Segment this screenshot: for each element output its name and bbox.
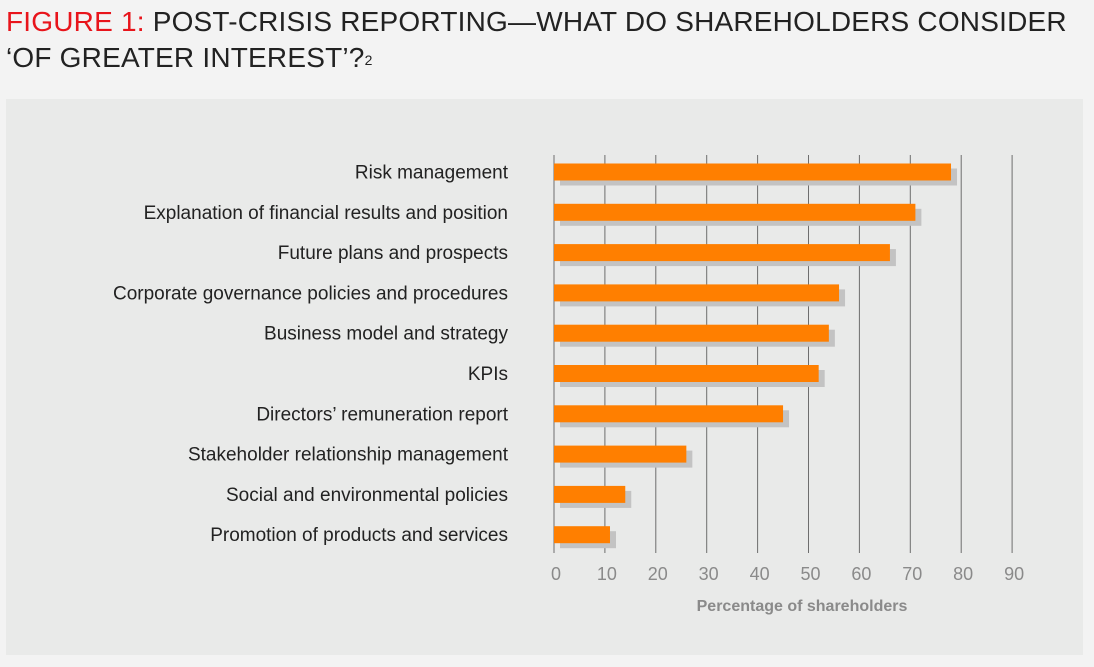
bar — [554, 526, 610, 544]
category-label: Directors’ remuneration report — [256, 404, 508, 425]
category-labels: Risk management Explanation of financial … — [113, 163, 509, 547]
figure-title-line2: ‘OF GREATER INTEREST’? — [6, 42, 365, 73]
x-tick-label: 30 — [699, 564, 719, 584]
bar — [554, 203, 916, 221]
x-tick-label: 60 — [851, 564, 871, 584]
category-label: Future plans and prospects — [278, 243, 508, 264]
x-tick-label: 40 — [750, 564, 770, 584]
category-label: KPIs — [468, 364, 508, 385]
x-tick-label: 70 — [902, 564, 922, 584]
bar — [554, 365, 819, 382]
bar — [554, 284, 840, 302]
category-label: Business model and strategy — [264, 324, 508, 345]
bar — [554, 244, 890, 262]
chart-panel — [6, 99, 1083, 655]
x-tick-label: 0 — [551, 564, 561, 584]
footnote-marker: 2 — [364, 52, 373, 68]
x-tick-label: 90 — [1004, 564, 1024, 584]
figure-title: FIGURE 1: POST-CRISIS REPORTING—WHAT DO … — [6, 4, 1086, 76]
bars — [554, 163, 958, 549]
category-label: Corporate governance policies and proced… — [113, 283, 508, 304]
category-label: Social and environmental policies — [226, 485, 508, 506]
category-label: Stakeholder relationship management — [188, 445, 509, 466]
bar — [554, 163, 952, 181]
x-tick-label: 10 — [597, 564, 617, 584]
x-tick-label: 80 — [953, 564, 973, 584]
category-label: Risk management — [355, 163, 509, 184]
figure-title-line1: POST-CRISIS REPORTING—WHAT DO SHAREHOLDE… — [152, 6, 1067, 37]
figure-number: FIGURE 1: — [6, 6, 145, 37]
bar — [554, 324, 829, 342]
category-label: Promotion of products and services — [210, 525, 508, 546]
bar — [554, 485, 626, 503]
category-label: Explanation of financial results and pos… — [144, 203, 508, 224]
x-axis-title: Percentage of shareholders — [697, 598, 908, 615]
x-tick-label: 20 — [648, 564, 668, 584]
bar — [554, 445, 687, 463]
bar — [554, 405, 784, 423]
x-tick-label: 50 — [800, 564, 820, 584]
x-tick-labels: 0 10 20 30 40 50 60 70 80 90 — [551, 564, 1024, 584]
